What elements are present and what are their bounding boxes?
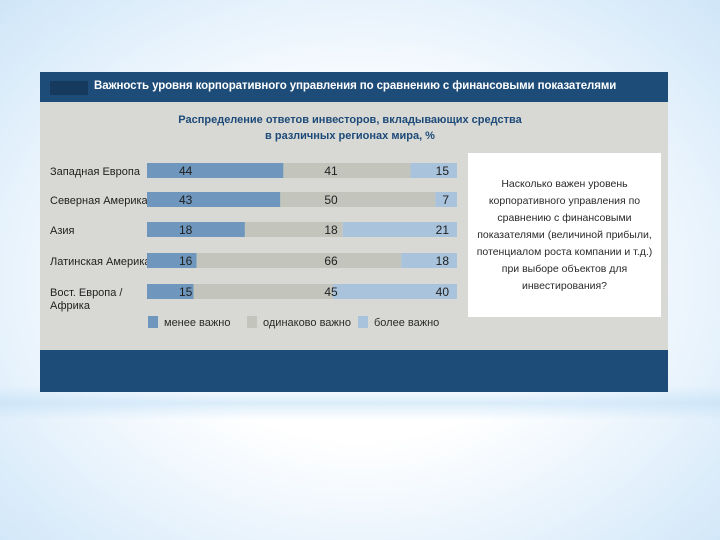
title-bar: Важность уровня корпоративного управлени… [40,72,668,102]
value-label-more: 18 [436,254,450,268]
bar-segment [280,192,436,207]
legend-swatch [247,316,257,328]
bar-segment [283,163,411,178]
question-text: Насколько важен уровень корпоративного у… [476,177,653,292]
bar-segment [333,284,457,299]
category-label: Азия [50,225,75,237]
value-label-equal: 50 [324,193,338,207]
value-label-equal: 18 [324,223,338,237]
value-label-more: 15 [436,164,450,178]
bar-segment [147,253,197,268]
title-accent [50,81,88,95]
legend-label: более важно [374,317,439,329]
value-label-equal: 45 [324,285,338,299]
value-label-less: 18 [179,223,193,237]
value-label-less: 15 [179,285,193,299]
category-label: Африка [50,300,91,312]
value-label-more: 21 [436,223,450,237]
legend-swatch [358,316,368,328]
slide-figure: Важность уровня корпоративного управлени… [40,72,668,392]
bar-segment [435,192,457,207]
bar-segment [342,222,457,237]
category-label: Вост. Европа / [50,287,123,299]
value-label-equal: 41 [324,164,338,178]
bar-segment [196,253,402,268]
value-label-less: 16 [179,254,193,268]
legend-swatch [148,316,158,328]
category-label: Западная Европа [50,166,141,178]
value-label-equal: 66 [324,254,338,268]
subtitle-line-1: Распределение ответов инвесторов, вклады… [178,114,522,126]
value-label-less: 44 [179,164,193,178]
bar-segment [401,253,457,268]
chart-title: Важность уровня корпоративного управлени… [94,80,617,92]
value-label-more: 7 [442,193,449,207]
category-label: Латинская Америка [50,256,151,268]
legend-label: одинаково важно [263,317,351,329]
bar-segment [147,284,194,299]
chart-subtitle: Распределение ответов инвесторов, вклады… [160,112,540,144]
category-label: Северная Америка [50,195,149,207]
bottom-bar [40,350,668,392]
bar-segment [244,222,343,237]
bar-segment [147,163,284,178]
value-label-less: 43 [179,193,193,207]
subtitle-line-2: в различных регионах мира, % [265,130,435,142]
bar-segment [410,163,457,178]
bar-segment [147,222,245,237]
value-label-more: 40 [436,285,450,299]
bar-segment [193,284,333,299]
question-box: Насколько важен уровень корпоративного у… [468,153,661,317]
legend-label: менее важно [164,317,230,329]
stacked-bar-chart: Западная Европа 44 41 15 Северная Америка 43 5… [50,163,457,329]
bar-segment [147,192,281,207]
